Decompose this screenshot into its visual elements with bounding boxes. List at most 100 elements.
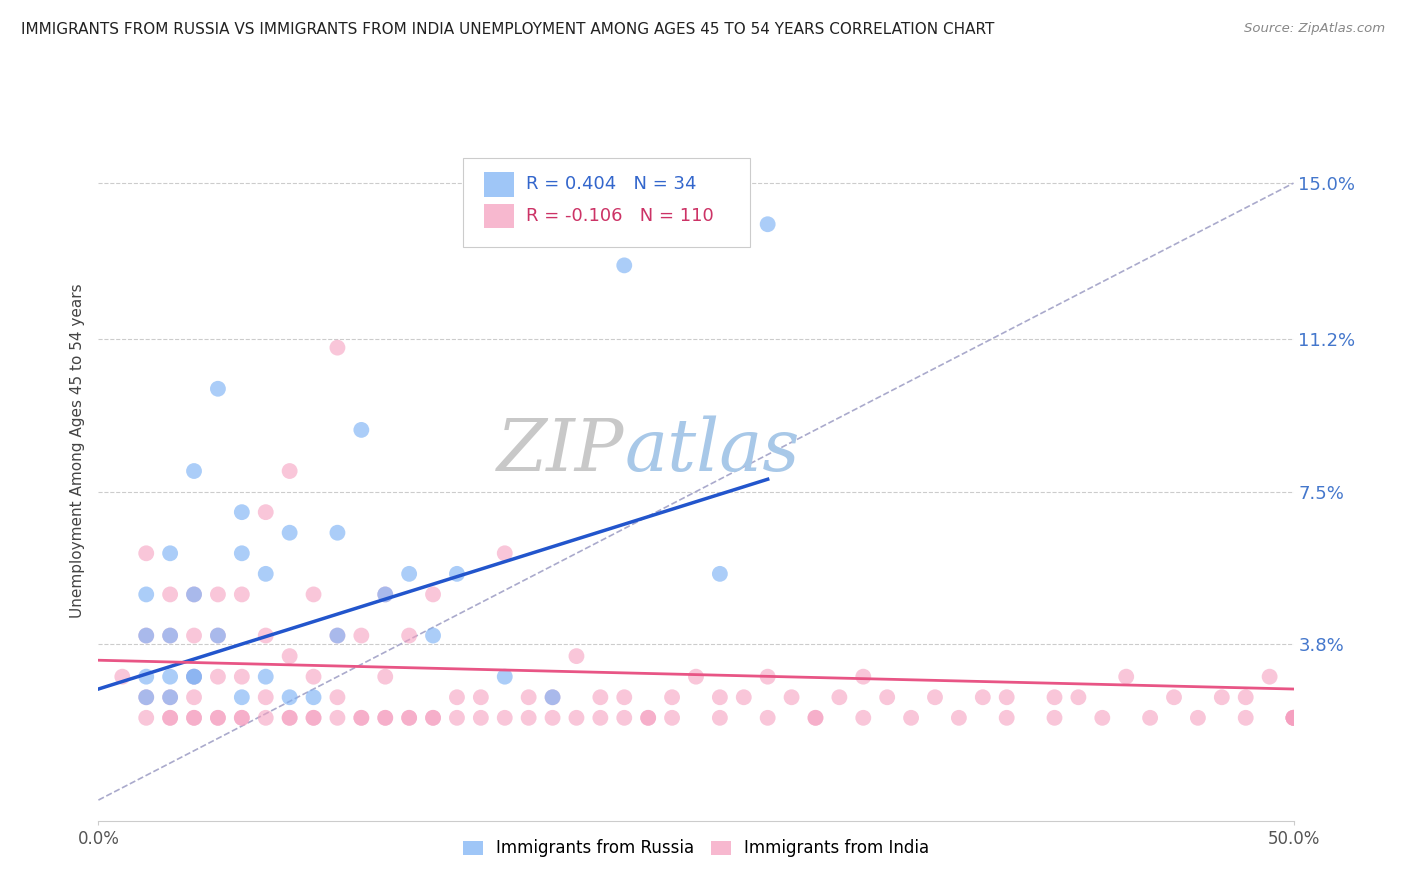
Point <box>135 628 157 642</box>
Point <box>756 670 779 684</box>
Point <box>183 711 205 725</box>
Point <box>207 711 229 725</box>
Point <box>326 628 349 642</box>
Point <box>804 711 827 725</box>
Point <box>661 711 683 725</box>
Point <box>183 587 205 601</box>
Point <box>183 690 205 705</box>
Point <box>589 711 612 725</box>
Point <box>183 670 205 684</box>
Point <box>517 711 540 725</box>
Point <box>1282 711 1305 725</box>
Point <box>159 587 181 601</box>
Point <box>661 690 683 705</box>
Point <box>637 711 659 725</box>
Point <box>374 587 396 601</box>
Point <box>231 587 253 601</box>
Point <box>278 525 301 540</box>
Point <box>326 341 349 355</box>
Point <box>326 711 349 725</box>
Point <box>183 711 205 725</box>
Point <box>159 628 181 642</box>
Point <box>972 690 994 705</box>
Point <box>135 690 157 705</box>
Point <box>159 690 181 705</box>
Y-axis label: Unemployment Among Ages 45 to 54 years: Unemployment Among Ages 45 to 54 years <box>69 283 84 618</box>
Point <box>350 711 373 725</box>
Point <box>1282 711 1305 725</box>
Point <box>565 711 588 725</box>
Point <box>302 711 325 725</box>
Point <box>254 505 277 519</box>
Point <box>733 690 755 705</box>
Point <box>159 628 181 642</box>
Point <box>756 711 779 725</box>
Point <box>924 690 946 705</box>
Point <box>852 711 875 725</box>
Point <box>948 711 970 725</box>
Legend: Immigrants from Russia, Immigrants from India: Immigrants from Russia, Immigrants from … <box>456 833 936 864</box>
Point <box>111 670 134 684</box>
Point <box>756 217 779 231</box>
Point <box>828 690 851 705</box>
Point <box>207 587 229 601</box>
Point <box>422 711 444 725</box>
Point <box>159 711 181 725</box>
Point <box>231 711 253 725</box>
Point <box>135 670 157 684</box>
Point <box>183 670 205 684</box>
Point <box>1067 690 1090 705</box>
Point <box>135 628 157 642</box>
Point <box>1282 711 1305 725</box>
Point <box>446 711 468 725</box>
Point <box>398 628 420 642</box>
Point <box>900 711 922 725</box>
Point <box>278 690 301 705</box>
Point <box>135 546 157 560</box>
Point <box>231 711 253 725</box>
Point <box>1187 711 1209 725</box>
Point <box>302 587 325 601</box>
Point <box>254 628 277 642</box>
Point <box>207 670 229 684</box>
Point <box>254 711 277 725</box>
Point <box>183 670 205 684</box>
Text: R = -0.106   N = 110: R = -0.106 N = 110 <box>526 207 714 225</box>
Point <box>183 628 205 642</box>
Point <box>709 690 731 705</box>
Point <box>780 690 803 705</box>
Point <box>159 690 181 705</box>
Point <box>135 711 157 725</box>
Point <box>494 670 516 684</box>
Point <box>207 628 229 642</box>
Point <box>685 670 707 684</box>
Point <box>541 690 564 705</box>
Point <box>374 711 396 725</box>
Point <box>278 464 301 478</box>
Point <box>1258 670 1281 684</box>
Point <box>302 711 325 725</box>
Point <box>278 711 301 725</box>
Point <box>1091 711 1114 725</box>
Point <box>494 711 516 725</box>
Point <box>207 628 229 642</box>
Point <box>446 690 468 705</box>
Point <box>398 711 420 725</box>
Point <box>541 711 564 725</box>
Text: Source: ZipAtlas.com: Source: ZipAtlas.com <box>1244 22 1385 36</box>
Point <box>302 690 325 705</box>
Point <box>398 711 420 725</box>
Point <box>254 690 277 705</box>
Point <box>709 711 731 725</box>
Point <box>231 690 253 705</box>
Point <box>302 670 325 684</box>
Point <box>613 259 636 273</box>
Point <box>1211 690 1233 705</box>
Point <box>278 711 301 725</box>
Point <box>494 546 516 560</box>
Point <box>231 546 253 560</box>
Point <box>254 670 277 684</box>
Point <box>254 566 277 581</box>
Point <box>207 382 229 396</box>
Point <box>159 546 181 560</box>
